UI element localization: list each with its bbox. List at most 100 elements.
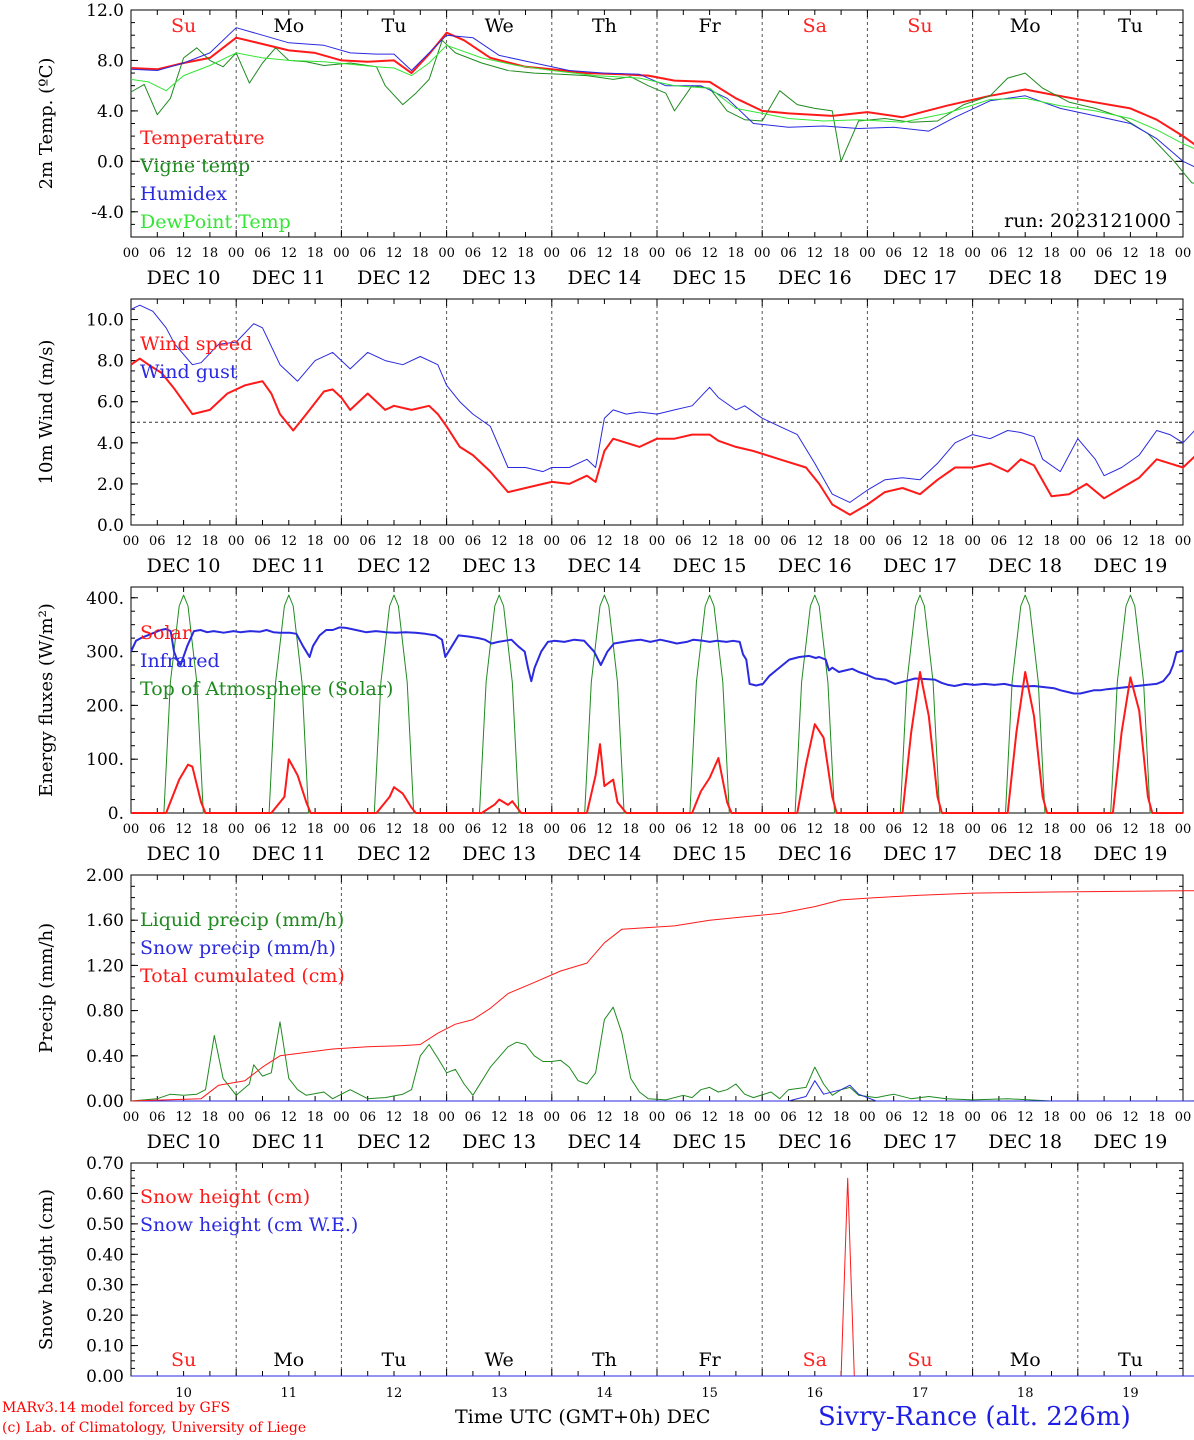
hour-label: 06: [359, 246, 376, 261]
credit-model: MARv3.14 model forced by GFS: [2, 1400, 231, 1416]
date-label: DEC 11: [252, 1131, 326, 1153]
series-line-infrared: [130, 626, 1184, 695]
hour-label: 00: [438, 246, 455, 261]
hour-label: 06: [149, 246, 166, 261]
panel-snow: 0.70 0.60 0.50 0.40 0.30 0.20 0.10 0.00 Snow hei…: [36, 1154, 1194, 1401]
hour-label: 12: [281, 822, 298, 837]
y-axis-label: 2m Temp. (ºC): [36, 58, 57, 190]
y-tick-label: 0.60: [86, 1184, 124, 1204]
series-line-humidex: [130, 27, 1194, 168]
hour-label: 00: [1070, 246, 1087, 261]
hour-label: 18: [202, 1110, 219, 1125]
panel-wind: 10.0 8.0 6.0 4.0 2.0 0.0 10m Wind (m/s) 00 06 12 1…: [36, 298, 1194, 577]
panel-precip: 2.00 1.60 1.20 0.80 0.40 0.00 Precip (mm/h) 00 0…: [36, 866, 1194, 1153]
hour-label: 06: [570, 246, 587, 261]
day-number-label: 10: [175, 1386, 192, 1401]
hour-label: 00: [754, 1110, 771, 1125]
hour-label: 06: [1096, 534, 1113, 549]
date-label: DEC 19: [1093, 1131, 1167, 1153]
hour-label: 00: [1070, 822, 1087, 837]
y-tick-label: 0.10: [86, 1337, 124, 1357]
credit-lab: (c) Lab. of Climatology, University of L…: [2, 1420, 307, 1436]
hour-label: 06: [885, 246, 902, 261]
legend-entry: Humidex: [140, 183, 227, 205]
run-label: run: 2023121000: [1004, 210, 1171, 232]
y-tick-label: 200.: [86, 696, 124, 716]
hour-label: 06: [780, 534, 797, 549]
hour-label: 00: [123, 246, 140, 261]
day-number-label: 16: [807, 1386, 824, 1401]
date-label: DEC 13: [462, 267, 536, 289]
hour-label: 12: [491, 534, 508, 549]
hour-label: 12: [1122, 534, 1139, 549]
hour-label: 18: [1043, 1110, 1060, 1125]
hour-label: 18: [412, 534, 429, 549]
y-tick-label: 0.40: [86, 1047, 124, 1067]
legend-entry: Snow height (cm): [140, 1186, 310, 1208]
hour-label: 00: [333, 1110, 350, 1125]
date-label: DEC 18: [988, 1131, 1062, 1153]
y-axis-label: Energy fluxes (W/m²): [36, 603, 57, 797]
day-number-label: 12: [386, 1386, 403, 1401]
y-tick-label: 4.0: [97, 434, 124, 454]
hour-label: 06: [465, 534, 482, 549]
hour-label: 06: [570, 1110, 587, 1125]
hour-label: 00: [438, 1110, 455, 1125]
weekday-label: We: [485, 15, 514, 37]
date-label: DEC 12: [357, 843, 431, 865]
y-tick-label: 1.20: [86, 956, 124, 976]
hour-label: 12: [912, 1110, 929, 1125]
hour-label: 06: [149, 822, 166, 837]
legend-entry: Wind gust: [140, 361, 238, 383]
hour-label: 12: [701, 534, 718, 549]
hour-label: 12: [807, 1110, 824, 1125]
hour-label: 18: [833, 246, 850, 261]
hour-label: 18: [202, 822, 219, 837]
hour-label: 12: [175, 1110, 192, 1125]
hour-label: 00: [544, 822, 561, 837]
y-tick-label: 300.: [86, 643, 124, 663]
y-tick-label: 10.0: [86, 311, 124, 331]
hour-label: 00: [859, 534, 876, 549]
hour-label: 06: [885, 1110, 902, 1125]
weekday-label: Mo: [1010, 1349, 1041, 1371]
hour-label: 00: [228, 1110, 245, 1125]
hour-label: 00: [544, 246, 561, 261]
hour-label: 06: [780, 246, 797, 261]
hour-label: 18: [622, 1110, 639, 1125]
hour-label: 12: [912, 246, 929, 261]
weekday-label: Su: [907, 15, 932, 37]
y-tick-label: 100.: [86, 750, 124, 770]
hour-label: 06: [991, 1110, 1008, 1125]
hour-label: 00: [754, 822, 771, 837]
legend-entry: Wind speed: [140, 333, 252, 355]
hour-label: 00: [228, 822, 245, 837]
hour-label: 12: [386, 534, 403, 549]
legend-entry: Top of Atmosphere (Solar): [140, 678, 393, 700]
legend-entry: DewPoint Temp: [140, 211, 291, 233]
date-label: DEC 12: [357, 1131, 431, 1153]
date-label: DEC 10: [147, 555, 221, 577]
hour-label: 12: [1122, 246, 1139, 261]
hour-label: 18: [1148, 246, 1165, 261]
hour-label: 18: [1148, 1110, 1165, 1125]
hour-label: 12: [912, 534, 929, 549]
hour-label: 00: [228, 534, 245, 549]
hour-label: 00: [754, 534, 771, 549]
y-tick-label: 8.0: [97, 352, 124, 372]
hour-label: 00: [1175, 246, 1192, 261]
hour-label: 00: [123, 1110, 140, 1125]
hour-label: 18: [1148, 822, 1165, 837]
day-number-label: 17: [912, 1386, 929, 1401]
series-line-wind-gust: [130, 304, 1194, 503]
hour-label: 18: [517, 822, 534, 837]
hour-label: 00: [859, 822, 876, 837]
series-line-solar: [131, 671, 1183, 814]
y-tick-label: -4.0: [91, 203, 124, 223]
hour-label: 18: [307, 1110, 324, 1125]
series-line-dewpoint-temp: [130, 44, 1194, 149]
y-tick-label: 1.60: [86, 911, 124, 931]
date-label: DEC 15: [673, 267, 747, 289]
weekday-label: Sa: [803, 1349, 827, 1371]
hour-label: 06: [1096, 1110, 1113, 1125]
